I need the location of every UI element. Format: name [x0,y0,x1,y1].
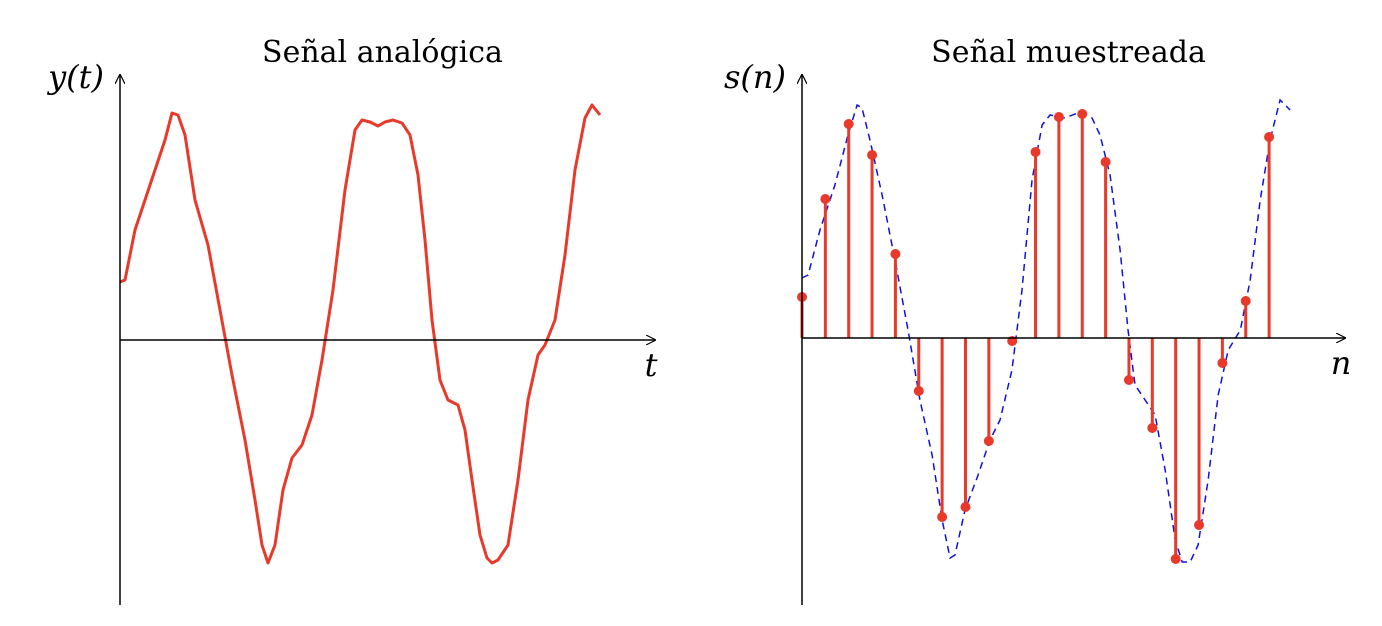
y-axis-label: y(t) [46,58,104,96]
stem-marker [983,436,994,446]
stem-marker [843,119,854,129]
stem-marker [1030,147,1041,157]
x-axis-label: n [1331,344,1352,382]
stem-marker [1147,423,1158,433]
stem-marker [1123,375,1134,385]
chart-title: Señal muestreada [931,35,1206,70]
stem-marker [890,249,901,259]
stem-marker [1100,157,1111,167]
stem-marker [1077,109,1088,119]
stem-marker [867,150,878,160]
stem-marker [1217,358,1228,368]
stem-marker [1264,132,1275,142]
stem-marker [1240,296,1251,306]
signal-line [119,103,602,565]
stem-marker [1194,520,1205,530]
stem-marker [960,502,971,512]
stem-marker [937,512,948,522]
stem-marker [1053,112,1064,122]
envelope-line [801,98,1291,563]
stem-marker [820,194,831,204]
chart-title: Señal analógica [262,35,503,70]
stem-marker [913,386,924,396]
x-axis-label: t [645,346,658,384]
y-axis-label: s(n) [724,58,786,96]
stem-marker [1170,554,1181,564]
